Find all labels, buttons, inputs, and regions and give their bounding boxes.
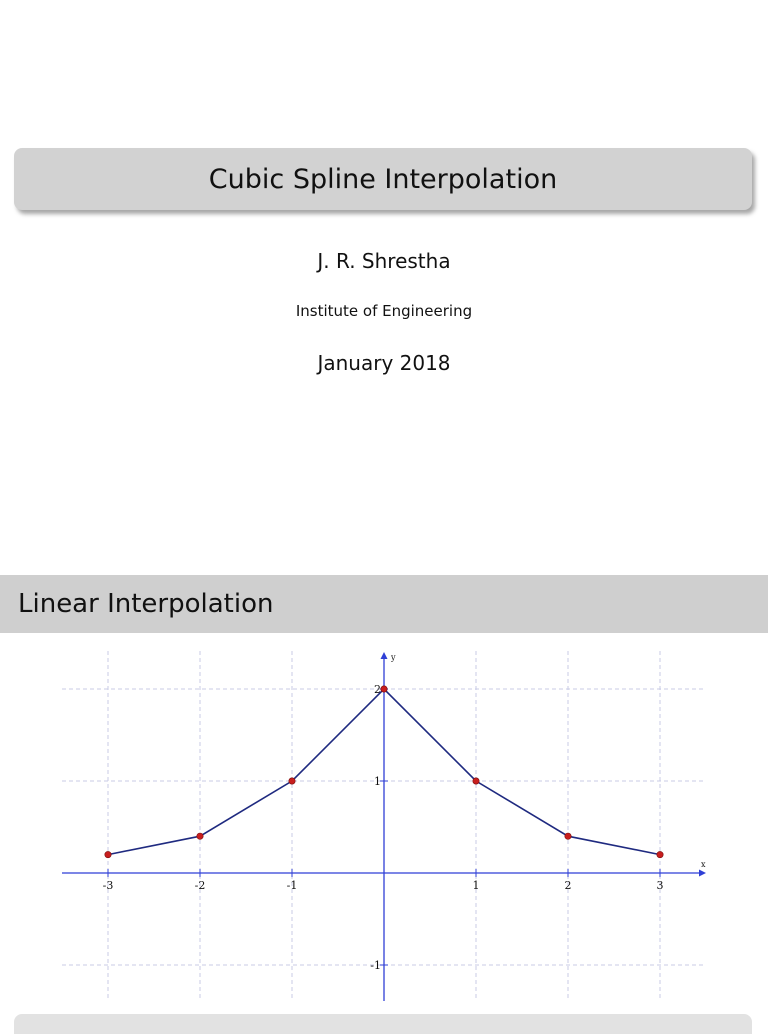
- y-tick-label: -1: [370, 959, 381, 972]
- x-axis-arrow-icon: [699, 869, 706, 877]
- section-heading: Linear Interpolation: [18, 589, 274, 619]
- x-tick-label: 1: [473, 879, 480, 892]
- data-point: [380, 685, 388, 693]
- data-point: [472, 777, 480, 785]
- linear-interpolation-chart: x y -3 -2 -1 1 2 3 -1 1 2: [0, 633, 768, 1008]
- data-point: [104, 851, 112, 859]
- y-axis-label: y: [390, 653, 396, 662]
- x-tick-label: -1: [287, 879, 298, 892]
- chart-svg: x y -3 -2 -1 1 2 3 -1 1 2: [62, 651, 706, 1001]
- data-point: [288, 777, 296, 785]
- institute-name: Institute of Engineering: [295, 302, 473, 320]
- x-tick-label: 3: [657, 879, 664, 892]
- author-name: J. R. Shrestha: [317, 249, 451, 273]
- data-point: [196, 832, 204, 840]
- x-tick-label: -2: [195, 879, 206, 892]
- data-point: [564, 832, 572, 840]
- x-tick-label: 2: [565, 879, 572, 892]
- y-tick-label: 2: [374, 683, 381, 696]
- data-point: [656, 851, 664, 859]
- y-tick-label: 1: [374, 775, 381, 788]
- presentation-title: Cubic Spline Interpolation: [208, 163, 558, 195]
- x-tick-label: -3: [103, 879, 114, 892]
- x-axis-label: x: [701, 860, 706, 869]
- presentation-title-box: Cubic Spline Interpolation: [14, 148, 752, 210]
- presentation-date: January 2018: [317, 351, 451, 375]
- next-slide-title-box: [14, 1014, 752, 1034]
- y-axis-arrow-icon: [380, 652, 388, 659]
- section-header: Linear Interpolation: [0, 575, 768, 633]
